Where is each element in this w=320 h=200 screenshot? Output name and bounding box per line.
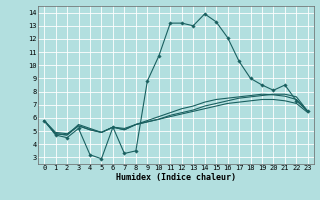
X-axis label: Humidex (Indice chaleur): Humidex (Indice chaleur) [116, 173, 236, 182]
